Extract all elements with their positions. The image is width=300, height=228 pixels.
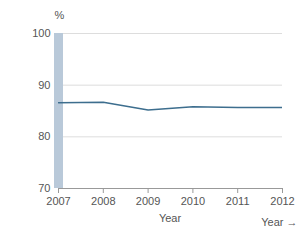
- svg-text:70: 70: [38, 182, 50, 194]
- svg-text:%: %: [55, 9, 65, 21]
- svg-text:2010: 2010: [181, 195, 205, 207]
- svg-text:Year: Year: [159, 212, 182, 224]
- svg-text:80: 80: [38, 130, 50, 142]
- svg-text:2008: 2008: [91, 195, 115, 207]
- svg-text:90: 90: [38, 79, 50, 91]
- svg-text:Year →: Year →: [261, 216, 297, 228]
- svg-text:2007: 2007: [46, 195, 70, 207]
- svg-text:2011: 2011: [226, 195, 250, 207]
- svg-text:100: 100: [32, 27, 50, 39]
- svg-text:2012: 2012: [270, 195, 294, 207]
- svg-text:2009: 2009: [136, 195, 160, 207]
